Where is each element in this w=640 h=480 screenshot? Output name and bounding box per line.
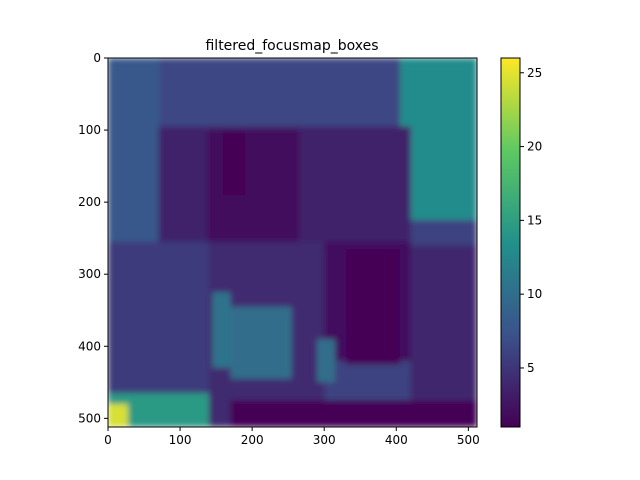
plot-frame	[107, 57, 478, 428]
colorbar-tick-label: 10	[527, 287, 542, 301]
heat-region	[317, 339, 336, 383]
y-tick-label: 300	[78, 267, 101, 281]
colorbar-tick-label: 20	[527, 140, 542, 154]
x-tick-label: 0	[104, 433, 112, 447]
x-tick-label: 400	[385, 433, 408, 447]
heat-region	[230, 306, 292, 379]
y-tick-label: 100	[78, 123, 101, 137]
colorbar-axis: 5 10 15 20 25	[520, 66, 542, 375]
colorbar-tick-label: 25	[527, 66, 542, 80]
heat-region	[223, 130, 245, 195]
heat-region	[399, 58, 477, 221]
heat-region	[108, 58, 160, 249]
heat-region	[345, 248, 400, 365]
colorbar-tick-label: 5	[527, 361, 535, 375]
y-axis: 0 100 200 300 400 500	[78, 51, 108, 425]
chart-title: filtered_focusmap_boxes	[205, 38, 378, 54]
heat-region	[207, 130, 299, 242]
heat-region	[230, 400, 477, 427]
x-tick-label: 200	[241, 433, 264, 447]
y-tick-label: 0	[93, 51, 101, 65]
x-tick-label: 500	[457, 433, 480, 447]
heat-region	[410, 245, 477, 401]
colorbar	[500, 57, 521, 428]
y-tick-label: 400	[78, 339, 101, 353]
x-tick-label: 300	[313, 433, 336, 447]
colorbar-tick-label: 15	[527, 213, 542, 227]
x-axis: 0 100 200 300 400 500	[104, 427, 480, 447]
y-tick-label: 500	[78, 411, 101, 425]
y-tick-label: 200	[78, 195, 101, 209]
heat-region	[108, 403, 129, 427]
x-tick-label: 100	[169, 433, 192, 447]
heatmap-image	[108, 58, 477, 427]
heat-region	[212, 292, 231, 368]
